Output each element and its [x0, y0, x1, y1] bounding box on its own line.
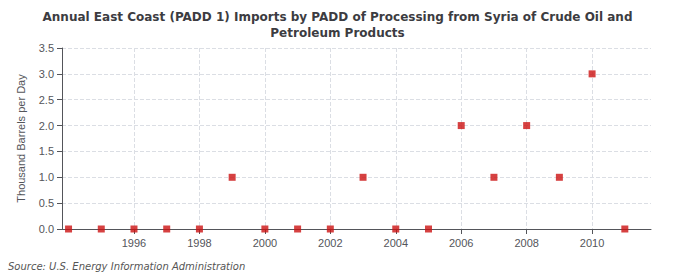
- svg-text:2000: 2000: [253, 237, 277, 249]
- svg-text:2.5: 2.5: [39, 94, 54, 106]
- svg-text:Source: U.S. Energy Informatio: Source: U.S. Energy Information Administ…: [8, 261, 245, 272]
- svg-text:2002: 2002: [318, 237, 342, 249]
- svg-text:1.0: 1.0: [39, 171, 54, 183]
- svg-text:2.0: 2.0: [39, 120, 54, 132]
- svg-text:Petroleum Products: Petroleum Products: [270, 26, 404, 40]
- svg-text:3.0: 3.0: [39, 68, 54, 80]
- svg-text:2006: 2006: [449, 237, 473, 249]
- svg-text:1996: 1996: [122, 237, 146, 249]
- svg-text:1.5: 1.5: [39, 145, 54, 157]
- svg-text:3.5: 3.5: [39, 42, 54, 54]
- svg-text:0.0: 0.0: [39, 223, 54, 235]
- svg-text:2010: 2010: [580, 237, 604, 249]
- svg-text:2008: 2008: [514, 237, 538, 249]
- svg-text:1998: 1998: [187, 237, 211, 249]
- svg-text:0.5: 0.5: [39, 197, 54, 209]
- svg-text:Annual East Coast (PADD 1) Imp: Annual East Coast (PADD 1) Imports by PA…: [43, 10, 633, 24]
- svg-text:Thousand Barrels per Day: Thousand Barrels per Day: [15, 74, 27, 203]
- svg-text:2004: 2004: [384, 237, 408, 249]
